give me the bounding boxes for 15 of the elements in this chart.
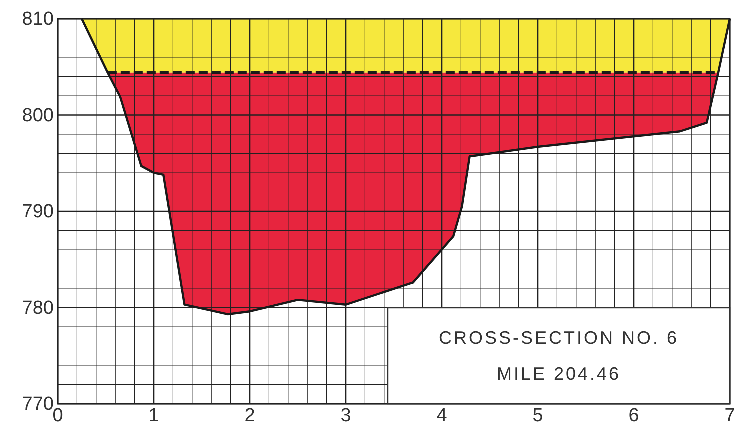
x-tick-label: 4 <box>436 405 448 425</box>
y-tick-label: 780 <box>22 298 54 319</box>
x-tick-label: 7 <box>724 405 735 425</box>
x-tick-label: 3 <box>340 405 352 425</box>
x-tick-label: 5 <box>532 405 544 425</box>
x-tick-label: 6 <box>628 405 640 425</box>
x-tick-label: 2 <box>244 405 256 425</box>
annotation: CROSS-SECTION NO. 6 <box>438 328 680 348</box>
y-tick-label: 800 <box>22 105 54 126</box>
x-tick-label: 0 <box>52 405 64 425</box>
y-tick-label: 810 <box>22 9 54 30</box>
y-tick-label: 770 <box>22 394 54 416</box>
annotation: MILE 204.46 <box>496 364 622 384</box>
y-tick-label: 790 <box>22 202 54 223</box>
x-tick-label: 1 <box>148 405 160 425</box>
